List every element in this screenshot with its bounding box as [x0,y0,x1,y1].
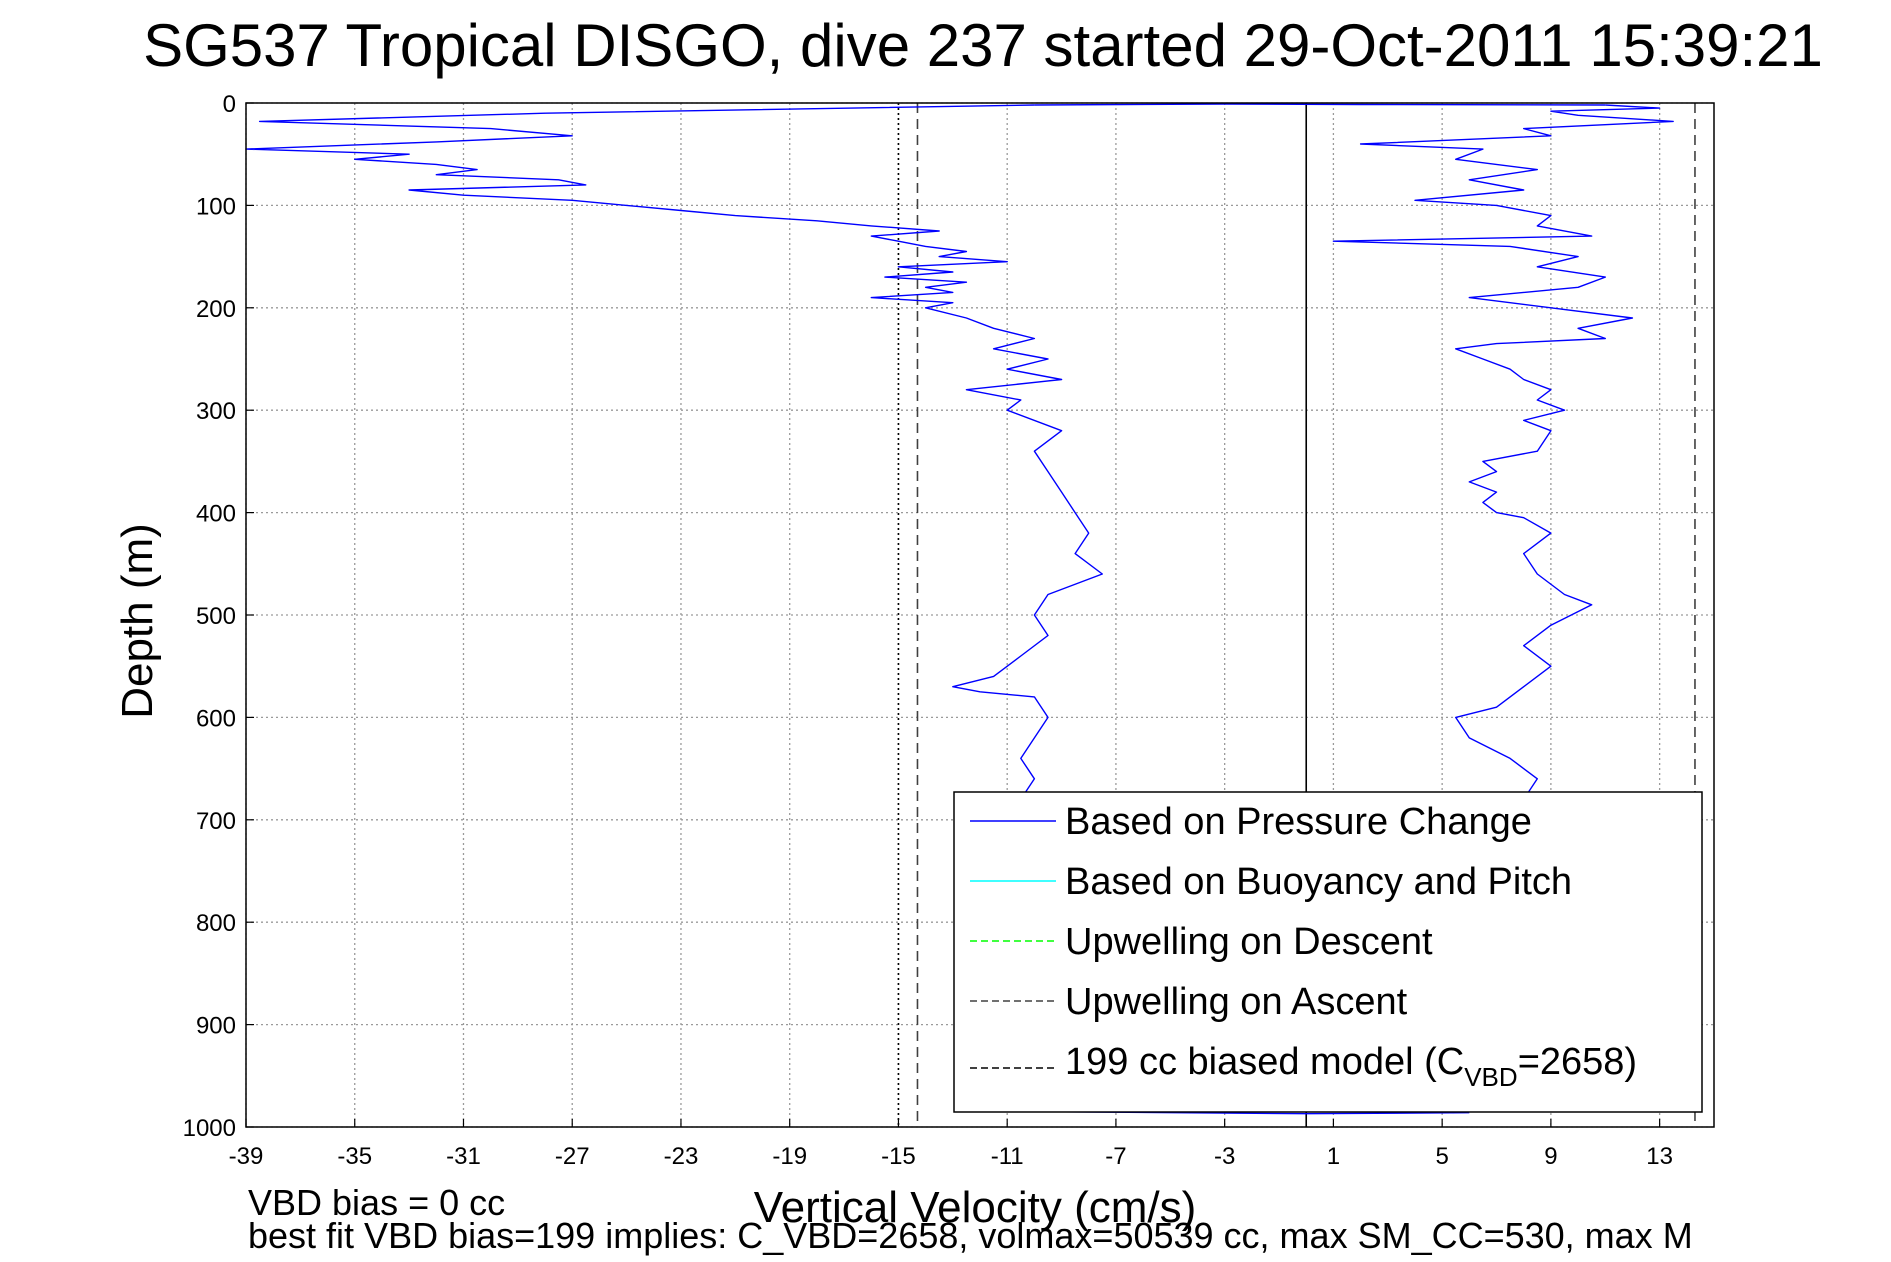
y-tick-label: 1000 [183,1115,236,1142]
legend-label-biased-model-end: =2658) [1518,1041,1637,1083]
legend-label-buoyancy-pitch: Based on Buoyancy and Pitch [1065,861,1572,903]
legend: Based on Pressure Change Based on Buoyan… [953,791,1703,1113]
chart-title: SG537 Tropical DISGO, dive 237 started 2… [143,12,1823,79]
footer-vbd-bias: VBD bias = 0 cc [248,1182,505,1223]
x-tick-label: 9 [1544,1143,1557,1170]
y-tick-label: 100 [196,193,236,220]
data-series [245,103,1674,1115]
x-tick-label: -15 [881,1143,916,1170]
y-tick-label: 600 [196,705,236,732]
x-tick-label: -31 [446,1143,481,1170]
x-tick-label: -19 [772,1143,807,1170]
x-tick-label: 1 [1327,1143,1340,1170]
series-line-surface-crossing [1034,103,1606,106]
x-tick-label: -35 [337,1143,372,1170]
legend-label-pressure-change: Based on Pressure Change [1065,801,1532,843]
y-axis-label: Depth (m) [113,523,162,719]
legend-label-biased-model-main: 199 cc biased model (C [1065,1041,1464,1083]
legend-label-biased-model: 199 cc biased model (CVBD=2658) [1065,1041,1637,1092]
plot-area-frame [245,102,1715,1128]
y-tick-label: 800 [196,910,236,937]
x-tick-label: -27 [555,1143,590,1170]
legend-box [953,791,1703,1113]
y-tick-label: 700 [196,808,236,835]
x-tick-label: -39 [229,1143,264,1170]
legend-label-upwelling-descent: Upwelling on Descent [1065,921,1433,963]
y-tick-label: 500 [196,603,236,630]
legend-label-upwelling-ascent: Upwelling on Ascent [1065,981,1408,1023]
y-tick-label: 200 [196,296,236,323]
y-tick-label: 0 [223,91,236,118]
series-line-descent [245,104,1104,800]
y-axis-ticks: 0 100 200 300 400 500 600 700 800 900 1000 [183,91,254,1142]
x-axis-ticks: -39 -35 -31 -27 -23 -19 -15 -11 -7 -3 1 5 9 13 [229,1119,1673,1170]
x-tick-label: -7 [1105,1143,1126,1170]
y-tick-label: 900 [196,1013,236,1040]
legend-label-biased-model-subscript: VBD [1464,1062,1517,1092]
x-axis-label: Vertical Velocity (cm/s) [754,1183,1197,1232]
series-line-ascent [1332,104,1674,800]
y-tick-label: 300 [196,398,236,425]
x-tick-label: -23 [664,1143,699,1170]
x-tick-label: -3 [1214,1143,1235,1170]
x-tick-label: 5 [1435,1143,1448,1170]
footer-best-fit: best fit VBD bias=199 implies: C_VBD=265… [248,1215,1693,1256]
x-tick-label: -11 [991,1143,1024,1170]
x-tick-label: 13 [1646,1143,1673,1170]
y-tick-label: 400 [196,501,236,528]
